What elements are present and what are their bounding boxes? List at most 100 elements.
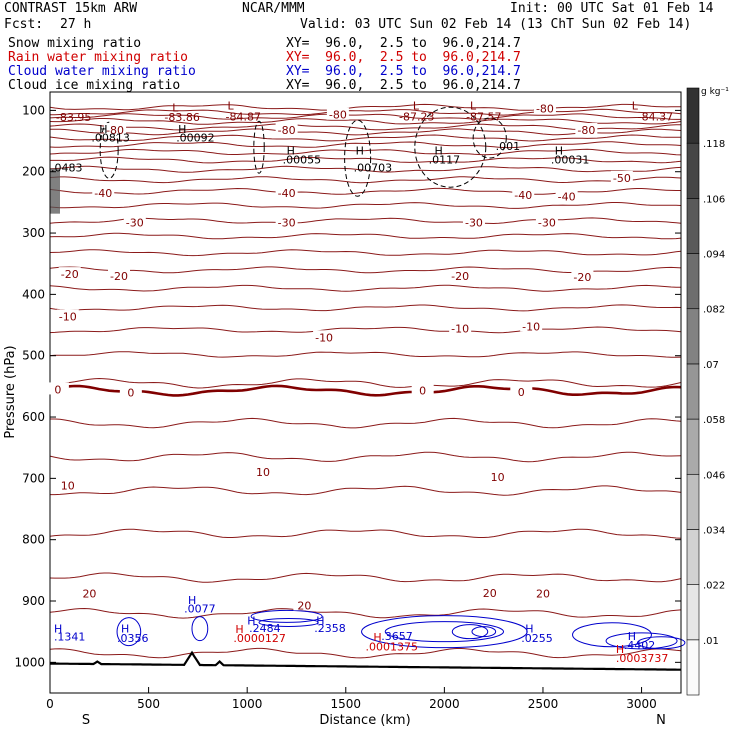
label-halo <box>78 586 101 599</box>
colorbar-tick-label: .094 <box>703 250 725 261</box>
label-halo <box>411 383 434 396</box>
colorbar-cell <box>686 473 700 530</box>
extremum-label: -83.86 <box>164 111 199 124</box>
field-xy-cloud-water: XY= 96.0, 2.5 to 96.0,214.7 <box>286 64 521 79</box>
extremum-label: -87.23 <box>399 111 434 124</box>
fcst-value: 27 h <box>60 17 92 32</box>
label-halo <box>449 268 472 281</box>
label-halo <box>449 321 472 334</box>
valid-time: Valid: 03 UTC Sun 02 Feb 14 (13 ChT Sun … <box>300 17 692 32</box>
label-halo <box>56 478 79 491</box>
colorbar-tick-label: .07 <box>703 360 719 371</box>
isotherm-label: -80 <box>536 103 554 116</box>
x-tick-label: 2000 <box>429 697 460 711</box>
label-halo <box>58 267 81 280</box>
temperature-labels: -80 -80 -80 -80 -80 -50 -40 -40 -40 -40 -30 -30 -30 -… <box>46 101 633 612</box>
extremum-label: .2484 <box>249 622 280 635</box>
extremum-label: .1341 <box>54 631 86 644</box>
extremum-label: H <box>99 123 107 136</box>
extremum-label: H <box>555 144 563 157</box>
y-tick-label: 400 <box>22 287 45 301</box>
colorbar-cell <box>686 584 700 641</box>
isotherm-label: -10 <box>522 320 540 333</box>
label-halo <box>531 586 554 599</box>
isotherm-label: 0 <box>419 385 426 398</box>
extremum-label: .0483 <box>51 161 83 174</box>
extremum-label: .4402 <box>624 639 656 652</box>
isotherm-label: 0 <box>54 383 61 396</box>
isotherm-label: 20 <box>297 599 311 612</box>
label-halo <box>275 186 298 199</box>
extremum-label: .00055 <box>283 153 322 166</box>
colorbar-cell <box>686 198 700 254</box>
extremum-label: -84.37 <box>638 111 673 124</box>
isotherm-label: -80 <box>278 124 296 137</box>
extremum-label: H <box>525 623 533 636</box>
fcst-label: Fcst: <box>4 17 44 32</box>
x-axis: 0 500 1000 1500 2000 2500 3000 Distance (km) S N <box>46 687 666 728</box>
extremum-label: .00031 <box>551 153 590 166</box>
isotherm-label: -10 <box>315 331 333 344</box>
isotherm-label: -80 <box>106 124 124 137</box>
extremum-label: H <box>373 631 381 644</box>
label-halo <box>478 586 501 599</box>
isotherm-label: -40 <box>558 190 576 203</box>
extremum-label: H <box>188 594 196 607</box>
colorbar-tick-label: .046 <box>703 470 725 481</box>
isotherm-label: -30 <box>126 217 144 230</box>
field-xy-rain: XY= 96.0, 2.5 to 96.0,214.7 <box>286 50 521 65</box>
extremum-label: L <box>632 99 639 112</box>
cloud-ice-contour <box>472 117 507 159</box>
extremum-label: .0255 <box>521 632 553 645</box>
isotherm-line <box>49 351 682 358</box>
y-tick-label: 300 <box>22 226 45 240</box>
label-halo <box>251 465 274 478</box>
colorbar: .01 .022 .034 .046 .058 .07 .082 .094 .106 .118 g … <box>686 87 729 696</box>
colorbar-cell <box>686 363 700 420</box>
extremum-label: H <box>247 615 255 628</box>
cloud-water-contour <box>361 615 528 649</box>
isotherm-line <box>49 108 682 116</box>
extremum-label: H <box>178 123 186 136</box>
field-xy-snow: XY= 96.0, 2.5 to 96.0,214.7 <box>286 36 521 51</box>
isotherm-line <box>49 165 682 173</box>
cloud-water-contour <box>250 609 323 623</box>
label-halo <box>119 385 142 398</box>
field-label-cloud-ice: Cloud ice mixing ratio <box>8 78 181 93</box>
cloud-ice-contour <box>253 120 265 174</box>
label-halo <box>326 107 349 120</box>
label-halo <box>512 188 535 201</box>
isotherm-label: -40 <box>514 189 532 202</box>
isotherm-label: -20 <box>61 268 79 281</box>
cloud-water-contour <box>384 621 505 643</box>
colorbar-tick-label: .01 <box>703 636 719 647</box>
isotherm-label: -30 <box>538 217 556 230</box>
isotherm-label: 10 <box>61 480 75 493</box>
cloud-water-contour <box>471 626 497 638</box>
isotherm-label: -80 <box>329 109 347 122</box>
label-halo <box>313 330 336 343</box>
isotherm-line <box>49 217 682 225</box>
extremum-label: L <box>470 99 477 112</box>
field-label-snow: Snow mixing ratio <box>8 36 142 51</box>
label-halo <box>486 470 509 483</box>
colorbar-tick-label: .082 <box>703 305 725 316</box>
extremum-label: H <box>356 144 364 157</box>
isotherm-line <box>49 647 682 659</box>
label-halo <box>535 215 558 228</box>
x-axis-label: Distance (km) <box>319 713 410 728</box>
terrain-line <box>50 650 681 671</box>
north-label: N <box>656 713 666 728</box>
isotherm-line <box>49 113 681 120</box>
label-halo <box>275 123 298 136</box>
isotherm-label: 10 <box>491 471 505 484</box>
cloud-water-contour <box>191 616 209 642</box>
field-xy-cloud-ice: XY= 96.0, 2.5 to 96.0,214.7 <box>286 78 521 93</box>
extremum-label: L <box>227 99 234 112</box>
cloud-water-contour <box>116 617 142 647</box>
isotherm-line <box>49 572 682 583</box>
x-tick-label: 3000 <box>626 697 657 711</box>
isotherm-label: 20 <box>82 588 96 601</box>
isotherm-line <box>49 249 682 257</box>
